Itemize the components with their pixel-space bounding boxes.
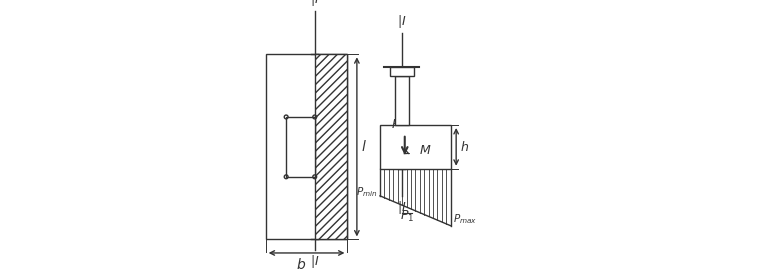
Text: |$I$: |$I$	[397, 13, 407, 30]
Bar	[287, 117, 315, 177]
Bar	[315, 54, 347, 239]
Text: $P_{max}$: $P_{max}$	[454, 212, 477, 226]
Text: $P_{min}$: $P_{min}$	[356, 185, 377, 199]
Bar	[266, 54, 347, 239]
Text: $F$: $F$	[391, 118, 401, 131]
Text: $M$: $M$	[419, 144, 432, 157]
Text: |$I$: |$I$	[397, 199, 407, 215]
Text: $l$: $l$	[361, 139, 367, 154]
Text: |$I$: |$I$	[310, 0, 319, 8]
Text: $b$: $b$	[296, 257, 306, 272]
Bar	[395, 76, 409, 125]
Bar	[380, 125, 451, 169]
Text: |$I$: |$I$	[310, 253, 319, 270]
Bar	[390, 67, 414, 76]
Text: $P_1$: $P_1$	[400, 209, 414, 224]
Text: $h$: $h$	[461, 140, 470, 154]
